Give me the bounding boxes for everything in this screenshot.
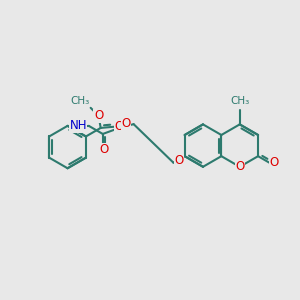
Text: NH: NH bbox=[69, 119, 87, 132]
Text: O: O bbox=[235, 160, 244, 173]
Text: O: O bbox=[114, 120, 124, 133]
Text: O: O bbox=[174, 154, 184, 167]
Text: CH₃: CH₃ bbox=[230, 96, 249, 106]
Text: O: O bbox=[270, 156, 279, 169]
Text: O: O bbox=[94, 109, 103, 122]
Text: O: O bbox=[122, 117, 131, 130]
Text: O: O bbox=[100, 143, 109, 156]
Text: CH₃: CH₃ bbox=[70, 96, 89, 106]
